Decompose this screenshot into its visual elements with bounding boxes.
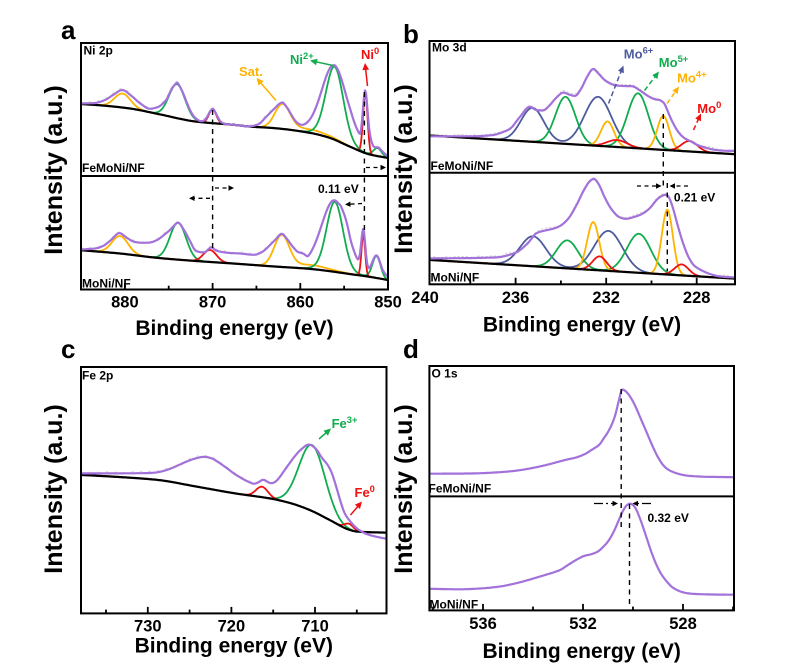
- svg-text:Mo0: Mo0: [697, 99, 721, 116]
- svg-text:FeMoNi/NF: FeMoNi/NF: [431, 159, 494, 173]
- svg-text:Ni 2p: Ni 2p: [84, 44, 113, 58]
- svg-text:850: 850: [374, 294, 402, 312]
- svg-text:880: 880: [111, 294, 139, 312]
- svg-text:536: 536: [469, 615, 497, 633]
- svg-text:MoNi/NF: MoNi/NF: [82, 277, 131, 291]
- svg-text:Intensity (a.u.): Intensity (a.u.): [40, 85, 68, 254]
- svg-text:Mo 3d: Mo 3d: [432, 41, 467, 55]
- svg-text:Intensity (a.u.): Intensity (a.u.): [40, 404, 68, 573]
- svg-text:MoNi/NF: MoNi/NF: [431, 271, 480, 285]
- svg-text:Sat.: Sat.: [239, 64, 263, 79]
- svg-text:528: 528: [669, 615, 697, 633]
- svg-text:FeMoNi/NF: FeMoNi/NF: [82, 161, 145, 175]
- svg-text:236: 236: [502, 289, 530, 307]
- svg-text:d: d: [403, 334, 419, 364]
- svg-text:710: 710: [301, 618, 329, 636]
- svg-text:Binding energy (eV): Binding energy (eV): [483, 640, 681, 663]
- svg-text:232: 232: [592, 289, 620, 307]
- svg-text:532: 532: [569, 615, 597, 633]
- svg-text:0.21 eV: 0.21 eV: [674, 191, 715, 205]
- svg-text:Intensity (a.u.): Intensity (a.u.): [390, 404, 418, 573]
- svg-text:MoNi/NF: MoNi/NF: [430, 598, 479, 612]
- svg-text:240: 240: [411, 289, 439, 307]
- svg-text:FeMoNi/NF: FeMoNi/NF: [429, 482, 492, 496]
- svg-text:O 1s: O 1s: [432, 367, 458, 381]
- svg-text:Fe 2p: Fe 2p: [82, 369, 113, 383]
- svg-text:Binding energy (eV): Binding energy (eV): [135, 635, 333, 658]
- svg-text:b: b: [403, 19, 419, 49]
- svg-text:a: a: [61, 15, 76, 45]
- svg-text:860: 860: [287, 294, 315, 312]
- svg-text:720: 720: [218, 618, 246, 636]
- svg-text:870: 870: [199, 294, 227, 312]
- svg-text:228: 228: [683, 289, 711, 307]
- svg-text:Binding energy (eV): Binding energy (eV): [483, 314, 681, 337]
- svg-text:c: c: [61, 334, 75, 364]
- svg-text:0.11 eV: 0.11 eV: [318, 182, 359, 196]
- svg-text:Intensity (a.u.): Intensity (a.u.): [390, 84, 418, 253]
- svg-text:0.32 eV: 0.32 eV: [648, 511, 689, 525]
- svg-text:Binding energy (eV): Binding energy (eV): [135, 317, 333, 340]
- svg-text:730: 730: [134, 618, 162, 636]
